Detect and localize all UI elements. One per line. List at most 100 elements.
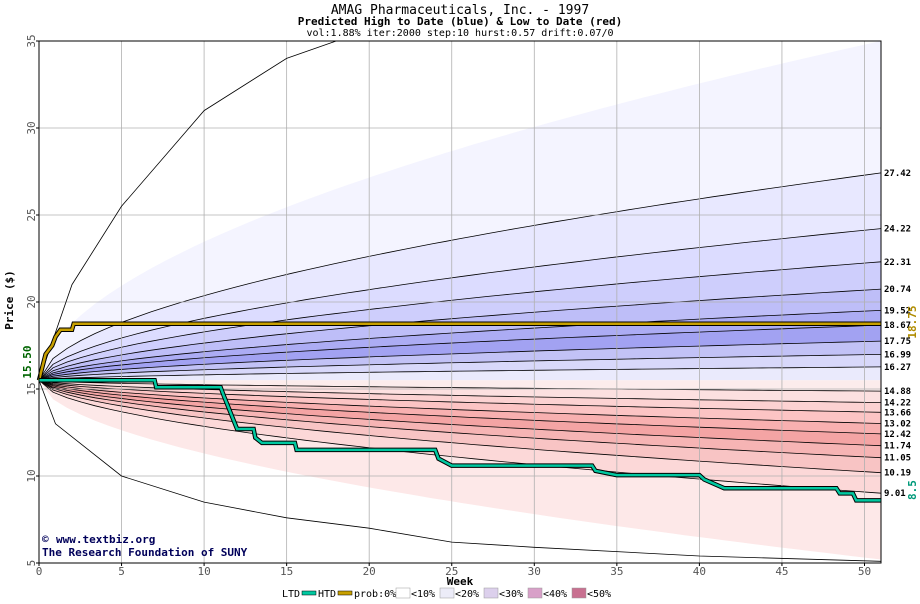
chart-subtitle: Predicted High to Date (blue) & Low to D… (298, 15, 623, 28)
percentile-label: 14.22 (884, 399, 911, 409)
copyright-symbol: © (42, 533, 49, 546)
x-tick-label: 50 (858, 565, 871, 578)
percentile-line (38, 379, 882, 494)
percentile-line (38, 340, 882, 381)
x-tick-label: 35 (610, 565, 623, 578)
percentile-label: 27.42 (884, 169, 911, 179)
percentile-label: 13.02 (884, 419, 911, 429)
legend-prob-label: <10% (411, 589, 435, 600)
y-tick-label: 20 (25, 295, 38, 308)
percentile-line (38, 379, 882, 413)
low-band (39, 380, 881, 560)
y-tick-label: 30 (25, 121, 38, 134)
chart-title: AMAG Pharmaceuticals, Inc. - 1997 (331, 3, 589, 18)
high-band (39, 366, 881, 381)
high-band (39, 341, 881, 381)
series-line-ltd (39, 379, 881, 502)
legend-prob-label: <30% (499, 589, 523, 600)
percentile-line (38, 261, 882, 381)
high-band (39, 228, 881, 381)
percentile-label: 14.88 (884, 387, 911, 397)
percentile-line (38, 324, 882, 381)
start-price-label: 15.50 (21, 345, 34, 378)
series-line-htd (37, 322, 881, 381)
envelope-low (38, 380, 882, 562)
percentile-label: 10.19 (884, 469, 911, 479)
y-axis-label: Price ($) (3, 270, 16, 330)
legend-prob-swatch (395, 587, 411, 599)
percentile-line (38, 354, 882, 381)
credits: © www.textbiz.org The Research Foundatio… (42, 533, 248, 559)
percentile-line (38, 379, 882, 459)
x-tick-label: 25 (445, 565, 458, 578)
low-band (39, 380, 881, 434)
percentile-line (38, 310, 882, 381)
percentile-labels: 27.42 24.22 22.31 20.74 19.52 18.67 17.75 16.99… (884, 169, 912, 499)
y-tick-label: 35 (25, 34, 38, 47)
percentile-label: 13.66 (884, 408, 911, 418)
percentile-line (38, 288, 882, 381)
percentile-label: 19.52 (884, 306, 911, 316)
x-tick-label: 30 (528, 565, 541, 578)
legend-ltd-swatch (301, 590, 317, 596)
outer-envelope (38, 40, 882, 562)
legend-htd-swatch (337, 590, 353, 596)
high-band (39, 289, 881, 381)
legend-htd-label: HTD (318, 589, 336, 600)
percentile-line (38, 379, 882, 447)
percentile-label: 17.75 (884, 337, 911, 347)
legend-ltd-label: LTD (282, 589, 300, 600)
low-band (39, 380, 881, 424)
legend-prob-swatch (483, 587, 499, 599)
percentile-label: 22.31 (884, 258, 911, 268)
envelope-high (38, 40, 337, 381)
percentile-label: 11.05 (884, 454, 911, 464)
percentile-line (38, 366, 882, 381)
ltd-final-label: 8.5 (906, 480, 919, 500)
percentile-label: 16.27 (884, 363, 911, 373)
percentile-label: 24.22 (884, 225, 911, 235)
percentile-line (38, 172, 882, 381)
low-band (39, 380, 881, 473)
percentile-label: 12.42 (884, 430, 911, 440)
legend-prob-prefix: prob:0% (354, 589, 396, 600)
legend-prob-swatch (439, 587, 455, 599)
website-link[interactable]: www.textbiz.org (56, 533, 155, 546)
x-tick-label: 20 (363, 565, 376, 578)
percentile-label: 11.74 (884, 442, 912, 452)
low-band (39, 380, 881, 494)
high-band (39, 325, 881, 381)
x-tick-label: 15 (280, 565, 293, 578)
y-tick-label: 5 (25, 560, 38, 567)
legend-prob-swatch (571, 587, 587, 599)
low-band (39, 380, 881, 413)
high-band (39, 41, 881, 381)
legend-prob-swatch (527, 587, 543, 599)
high-band (39, 310, 881, 381)
low-band (39, 380, 881, 458)
legend-prob-label: <40% (543, 589, 567, 600)
organization-text: The Research Foundation of SUNY (42, 546, 248, 559)
series-lines (36, 321, 881, 503)
x-tick-label: 5 (118, 565, 125, 578)
percentile-line (38, 379, 882, 392)
y-tick-label: 10 (25, 469, 38, 482)
x-tick-label: 10 (197, 565, 210, 578)
percentile-label: 20.74 (884, 285, 912, 295)
low-band (39, 380, 881, 392)
percentile-label: 9.01 (884, 489, 906, 499)
percentile-line (38, 379, 882, 474)
high-band (39, 261, 881, 381)
percentile-label: 16.99 (884, 350, 911, 360)
legend-prob-label: <50% (587, 589, 611, 600)
low-band (39, 380, 881, 403)
probability-bands (38, 41, 882, 560)
x-axis-label: Week (447, 575, 474, 588)
legend-prob-label: <20% (455, 589, 479, 600)
percentile-label: 18.67 (884, 321, 911, 331)
x-tick-label: 40 (693, 565, 706, 578)
x-tick-label: 0 (36, 565, 43, 578)
